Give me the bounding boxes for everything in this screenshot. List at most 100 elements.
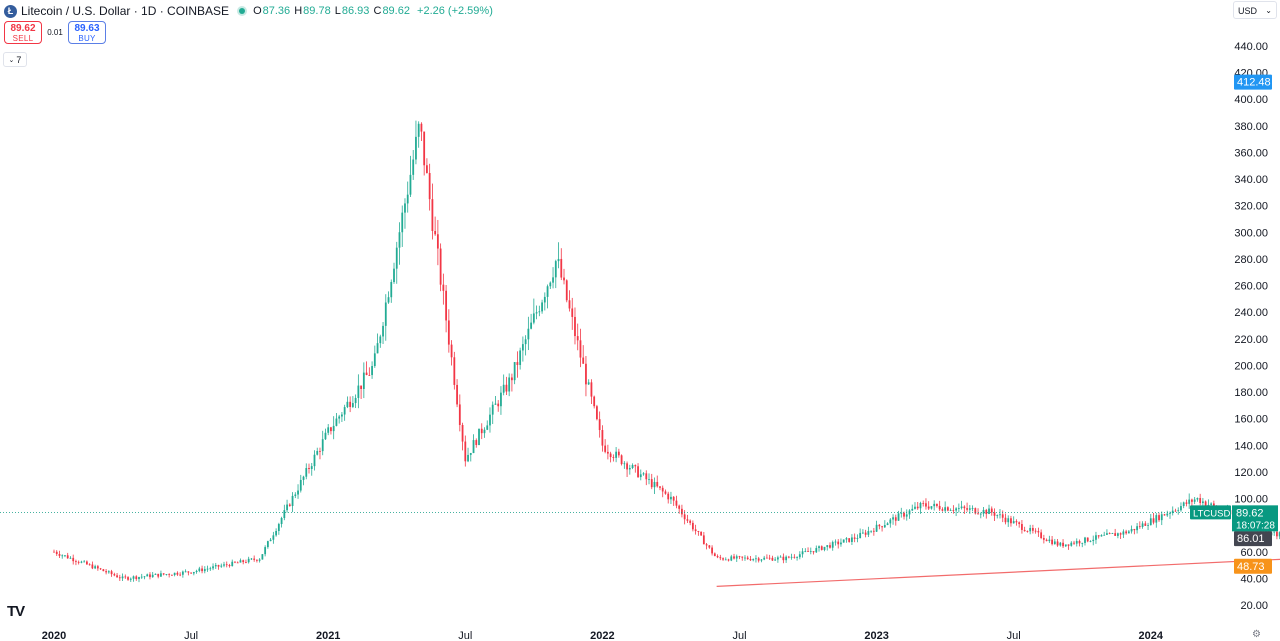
- candle-body: [280, 518, 283, 525]
- candle-body: [478, 428, 480, 445]
- candle-body: [228, 565, 231, 567]
- candle-body: [195, 570, 198, 572]
- candle-body: [489, 414, 491, 426]
- gear-icon[interactable]: ⚙: [1252, 629, 1261, 640]
- candle-body: [845, 538, 848, 540]
- y-tick-label: 320.00: [1234, 201, 1268, 213]
- stop-price-label[interactable]: 48.73: [1234, 558, 1272, 574]
- symbol-price-tag[interactable]: LTCUSD: [1190, 505, 1231, 520]
- candle-body: [634, 465, 637, 467]
- candle-body: [242, 560, 245, 563]
- candle-body: [209, 568, 212, 570]
- sell-button[interactable]: 89.62 SELL: [4, 21, 42, 44]
- trade-buttons: 89.62 SELL 0.01 89.63 BUY: [4, 21, 106, 44]
- candle-body: [576, 336, 579, 341]
- indicators-toggle-button[interactable]: ⌄ 7: [3, 52, 27, 67]
- entry-price-label[interactable]: 86.01: [1234, 531, 1272, 547]
- candle-body: [398, 232, 401, 248]
- candle-body: [472, 440, 475, 454]
- candle-body: [113, 574, 116, 576]
- candle-body: [1089, 541, 1092, 542]
- candle-body: [190, 572, 192, 574]
- candle-body: [807, 551, 809, 552]
- candle-body: [96, 566, 99, 569]
- candle-body: [541, 302, 543, 312]
- candle-body: [579, 340, 582, 358]
- x-tick-label: Jul: [184, 630, 198, 641]
- buy-button[interactable]: 89.63 BUY: [68, 21, 106, 44]
- candle-body: [1273, 531, 1276, 533]
- candle-body: [80, 561, 83, 563]
- candle-body: [86, 561, 88, 565]
- candle-body: [64, 555, 66, 557]
- candle-body: [1152, 518, 1155, 523]
- candle-body: [269, 539, 272, 542]
- x-tick-label: Jul: [1007, 630, 1021, 641]
- x-tick-label: 2022: [590, 630, 614, 641]
- y-tick-label: 260.00: [1234, 281, 1268, 293]
- candle-body: [955, 508, 958, 511]
- candle-body: [288, 504, 291, 506]
- candle-body: [1171, 510, 1174, 514]
- candle-body: [829, 545, 831, 548]
- target-price-label[interactable]: 412.48: [1234, 74, 1272, 90]
- candle-body: [659, 486, 661, 488]
- candle-body: [894, 517, 897, 521]
- candle-body: [642, 473, 645, 475]
- candle-body: [1185, 502, 1188, 504]
- candle-body: [168, 574, 171, 575]
- y-tick-label: 360.00: [1234, 147, 1268, 159]
- trendline[interactable]: [716, 546, 1280, 587]
- candle-body: [299, 479, 302, 491]
- indicators-count: 7: [16, 54, 22, 65]
- candle-body: [231, 561, 234, 567]
- chevron-down-icon: ⌄: [1265, 6, 1272, 15]
- candle-body: [757, 558, 760, 561]
- candle-body: [549, 282, 552, 287]
- candle-body: [990, 508, 993, 513]
- candle-body: [143, 576, 146, 578]
- candle-body: [354, 397, 357, 404]
- candle-body: [58, 554, 61, 556]
- candle-body: [848, 538, 851, 542]
- candle-body: [1040, 532, 1043, 539]
- candle-body: [121, 576, 124, 579]
- candle-body: [341, 414, 343, 417]
- candle-body: [670, 496, 672, 500]
- candle-body: [415, 136, 417, 160]
- candle-body: [61, 555, 64, 557]
- candle-body: [483, 429, 486, 434]
- candle-body: [952, 510, 955, 512]
- candle-body: [1042, 538, 1045, 540]
- symbol-header[interactable]: Ł Litecoin / U.S. Dollar · 1D · COINBASE…: [4, 3, 494, 19]
- candle-body: [903, 512, 905, 517]
- candle-body: [1180, 506, 1182, 511]
- candle-body: [220, 565, 223, 567]
- candle-body: [1199, 498, 1202, 504]
- candle-body: [294, 494, 297, 496]
- candle-body: [1048, 539, 1051, 542]
- candle-body: [376, 343, 379, 354]
- candle-body: [439, 248, 442, 285]
- svg-text:412.48: 412.48: [1237, 77, 1271, 89]
- candle-body: [938, 505, 941, 510]
- candle-body: [530, 322, 533, 329]
- y-tick-label: 100.00: [1234, 494, 1268, 506]
- candle-body: [313, 454, 316, 467]
- candle-body: [480, 428, 483, 434]
- tradingview-logo[interactable]: TV: [7, 603, 25, 620]
- candle-body: [132, 576, 135, 579]
- candle-body: [467, 454, 469, 462]
- symbol-title[interactable]: Litecoin / U.S. Dollar · 1D · COINBASE: [21, 4, 230, 18]
- candle-body: [1100, 535, 1103, 537]
- candle-body: [99, 568, 102, 570]
- candle-body: [206, 568, 209, 570]
- currency-select[interactable]: USD ⌄: [1233, 1, 1277, 19]
- candle-body: [859, 532, 862, 539]
- candle-body: [146, 574, 149, 577]
- candle-body: [412, 159, 415, 175]
- candle-body: [390, 282, 393, 298]
- y-tick-label: 20.00: [1240, 600, 1268, 612]
